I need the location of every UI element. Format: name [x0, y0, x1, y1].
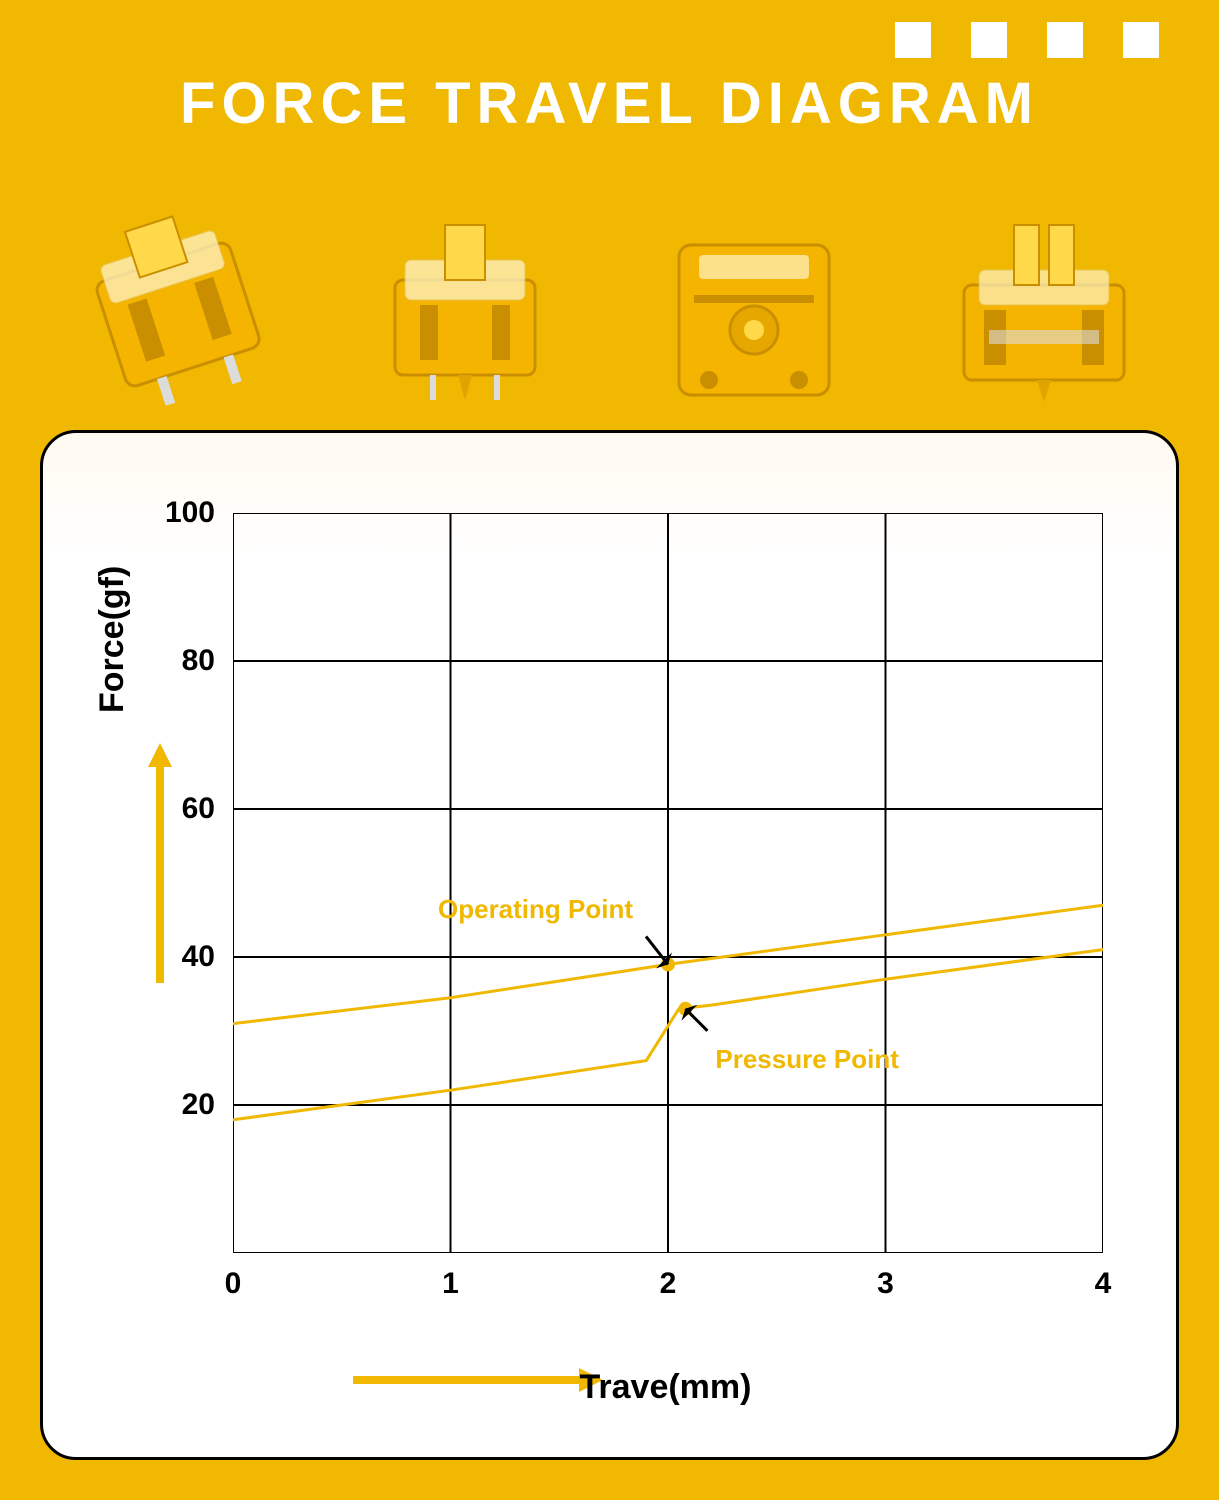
x-tick: 4 — [1095, 1267, 1112, 1301]
switch-row — [0, 160, 1219, 410]
y-tick: 20 — [182, 1088, 215, 1122]
chart-card: Force(gf) Operating Point Pressure Point 2… — [40, 430, 1179, 1460]
y-tick: 100 — [165, 496, 215, 530]
page-title: FORCE TRAVEL dIAGRAM — [0, 70, 1219, 137]
annotation-pressure_point: Pressure Point — [715, 1044, 899, 1075]
y-axis-arrow-icon — [145, 743, 175, 983]
switch-image-angled — [60, 200, 290, 410]
x-tick: 3 — [877, 1267, 894, 1301]
plot-svg — [233, 513, 1103, 1253]
y-tick: 60 — [182, 792, 215, 826]
decor-square — [1123, 22, 1159, 58]
page: FORCE TRAVEL dIAGRAM — [0, 0, 1219, 1500]
switch-image-back — [929, 200, 1159, 410]
y-tick: 80 — [182, 644, 215, 678]
switch-image-front — [350, 200, 580, 410]
y-axis-label: Force(gf) — [93, 566, 132, 713]
decor-square — [1047, 22, 1083, 58]
chart-area: Force(gf) Operating PointPressure Point2… — [103, 483, 1116, 1397]
x-tick: 2 — [660, 1267, 677, 1301]
y-tick: 40 — [182, 940, 215, 974]
decor-squares — [895, 22, 1159, 58]
x-axis-label: Trave(mm) — [580, 1368, 752, 1407]
plot-area: Operating PointPressure Point20406080100… — [233, 513, 1103, 1253]
x-axis-arrow-icon — [353, 1365, 603, 1395]
x-tick: 1 — [442, 1267, 459, 1301]
annotation-operating_point: Operating Point — [438, 894, 633, 925]
x-tick: 0 — [225, 1267, 242, 1301]
decor-square — [971, 22, 1007, 58]
decor-square — [895, 22, 931, 58]
switch-image-bottom — [639, 200, 869, 410]
